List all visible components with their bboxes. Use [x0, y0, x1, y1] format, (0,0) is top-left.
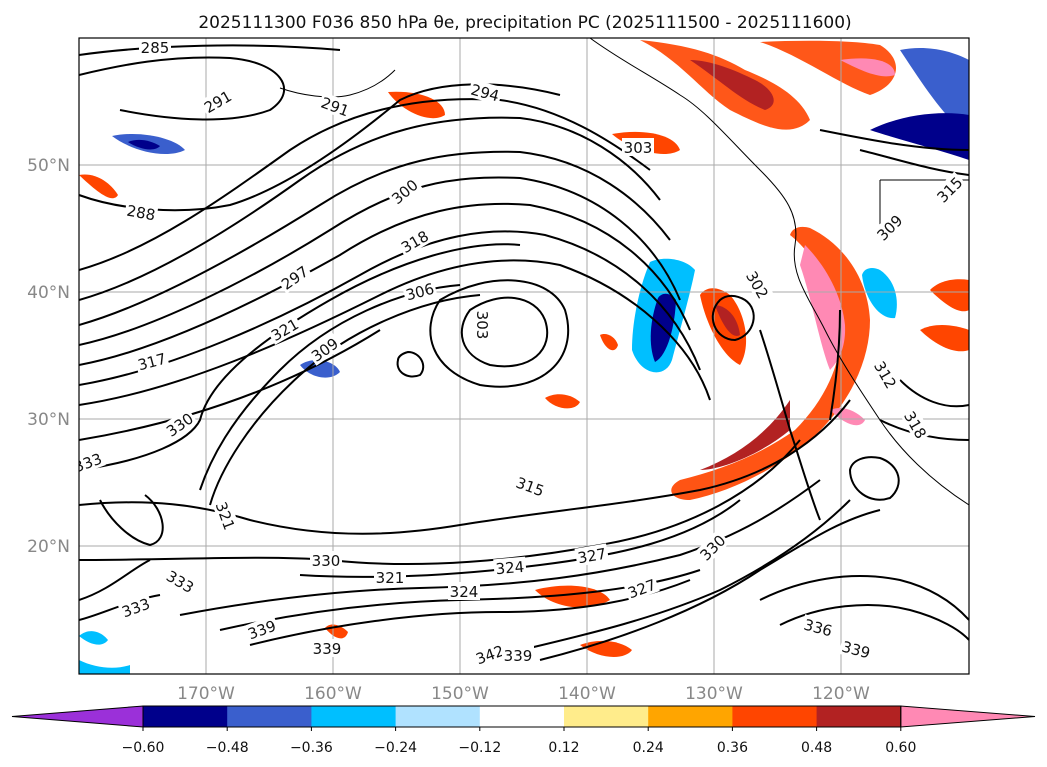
lon-label: 170°W	[177, 684, 235, 704]
contour-label-bg	[79, 448, 106, 476]
contour-label-bg	[493, 556, 527, 578]
longitude-labels: 170°W 160°W 150°W 140°W 130°W 120°W	[177, 684, 870, 704]
contour-label: 324	[495, 558, 525, 578]
contour-label-bg	[396, 225, 433, 257]
contour-label-bg	[161, 407, 198, 441]
contour-label-bg	[474, 309, 492, 341]
contour-label-bg	[622, 138, 654, 156]
colorbar-segment	[732, 706, 818, 727]
contour-label-bg	[374, 568, 406, 586]
contour-label: 303	[473, 311, 491, 340]
contour-label-bg	[243, 615, 280, 643]
contour-label-bg	[386, 174, 423, 209]
latitude-labels: 50°N 40°N 30°N 20°N	[27, 156, 70, 557]
contour-label-bg	[266, 313, 303, 345]
contour-label-bg	[931, 171, 967, 207]
colorbar-extend-high	[900, 705, 1036, 728]
colorbar-tick-label: −0.24	[374, 740, 417, 756]
contour-label-bg	[471, 640, 508, 668]
contour-label: 330	[312, 552, 341, 570]
lon-label: 130°W	[685, 684, 743, 704]
contour-label-bg	[742, 266, 774, 303]
colorbar-segment	[564, 706, 649, 727]
lon-label: 160°W	[304, 684, 362, 704]
colorbar-frame	[142, 705, 902, 728]
contour-label-bg	[199, 85, 236, 117]
colorbar-segment	[816, 706, 902, 727]
contour-label-bg	[117, 593, 154, 621]
chart-title: 2025111300 F036 850 hPa θe, precipitatio…	[198, 13, 851, 33]
colorbar	[11, 705, 1036, 728]
colorbar-segment	[311, 706, 397, 727]
colorbar-tick-label: −0.12	[458, 740, 501, 756]
colorbar-tick-label: 0.24	[633, 740, 664, 756]
contour-label-bg	[310, 551, 342, 569]
contour-label-bg	[212, 497, 240, 534]
lon-label: 150°W	[431, 684, 489, 704]
colorbar-segment	[479, 706, 565, 727]
colorbar-extend-low	[11, 705, 144, 728]
colorbar-tick-label: 0.48	[801, 740, 832, 756]
contour-label: 327	[576, 545, 607, 568]
contour-label-bg	[900, 406, 932, 443]
contour-label: 285	[141, 39, 170, 57]
contour-label: 339	[313, 640, 342, 658]
lat-label: 40°N	[27, 283, 70, 303]
contour-label-bg	[800, 614, 837, 640]
contour-label-bg	[502, 646, 534, 664]
contour-label-bg	[276, 260, 313, 294]
map-frame	[78, 37, 970, 675]
contour-label-bg	[838, 636, 875, 662]
colorbar-tick-label: 0.60	[885, 740, 916, 756]
lat-label: 30°N	[27, 410, 70, 430]
contour-label-bg	[870, 356, 902, 393]
contour-label-bg	[467, 79, 504, 105]
contour-label-bg	[694, 529, 730, 565]
contour-label-bg	[512, 472, 549, 500]
contour-label-bg	[871, 209, 907, 245]
contour-label-bg	[162, 565, 199, 597]
contour-label-bg	[574, 543, 610, 567]
contour-label-bg	[139, 38, 171, 56]
precip-positive-shading	[79, 40, 969, 657]
contour-label: 324	[450, 583, 479, 601]
contour-label-bg	[623, 574, 660, 602]
lat-label: 20°N	[27, 537, 70, 557]
contour-label-bg	[306, 332, 343, 366]
colorbar-tick-label: −0.60	[122, 740, 165, 756]
colorbar-segment	[143, 706, 228, 727]
colorbar-ticks: −0.60 −0.48 −0.36 −0.24 −0.12 0.12 0.24 0.36 0.4…	[122, 727, 916, 756]
colorbar-tick-label: 0.12	[548, 740, 579, 756]
contour-label-bg	[311, 639, 343, 657]
contour-label-bg	[448, 582, 480, 600]
contour-label: 303	[624, 139, 653, 157]
contour-label-bg	[401, 278, 438, 304]
lon-label: 120°W	[812, 684, 870, 704]
colorbar-segment	[395, 706, 481, 727]
colorbar-tick-label: 0.36	[717, 740, 748, 756]
colorbar-segment	[648, 706, 733, 727]
contour-label: 339	[504, 647, 533, 665]
contour-label: 288	[125, 202, 156, 225]
colorbar-tick-label: −0.36	[290, 740, 333, 756]
contour-label: 321	[376, 569, 405, 587]
lat-label: 50°N	[27, 156, 70, 176]
contour-label-bg	[123, 200, 159, 224]
contour-label-bg	[317, 92, 354, 120]
colorbar-tick-label: −0.48	[206, 740, 249, 756]
contour-label-bg	[133, 348, 170, 374]
lon-label: 140°W	[558, 684, 616, 704]
colorbar-segment	[227, 706, 312, 727]
